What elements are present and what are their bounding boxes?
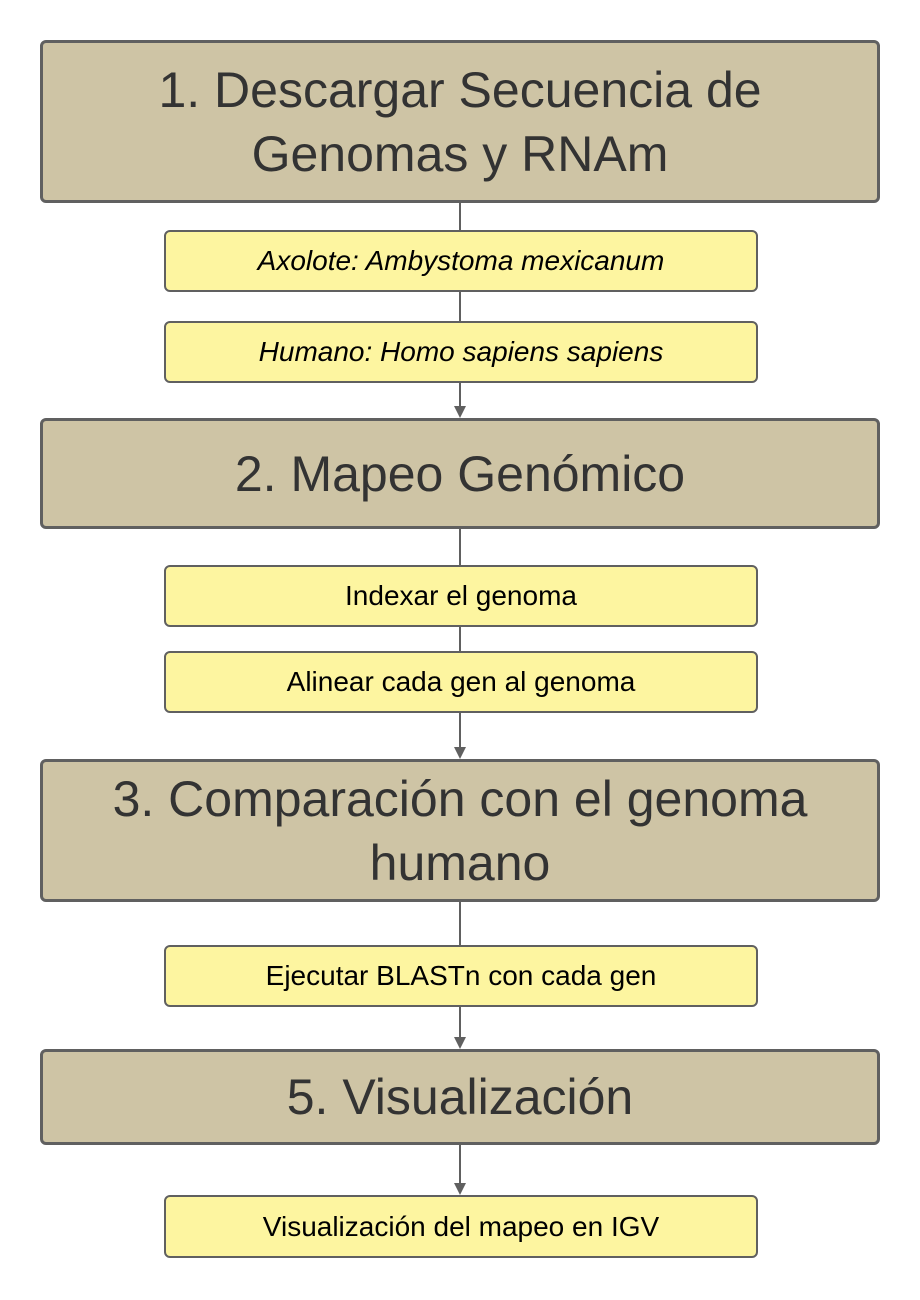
substep-axolote: Axolote: Ambystoma mexicanum — [164, 230, 758, 292]
substep-label: Axolote: Ambystoma mexicanum — [257, 245, 665, 276]
step-1-box: 1. Descargar Secuencia de Genomas y RNAm — [40, 40, 880, 203]
substep-igv: Visualización del mapeo en IGV — [164, 1195, 758, 1258]
substep-indexar: Indexar el genoma — [164, 565, 758, 627]
step-1-title: 1. Descargar Secuencia de Genomas y RNAm — [158, 61, 762, 182]
substep-humano: Humano: Homo sapiens sapiens — [164, 321, 758, 383]
step-3-title: 3. Comparación con el genoma humano — [112, 770, 808, 891]
step-2-box: 2. Mapeo Genómico — [40, 418, 880, 529]
step-2-title: 2. Mapeo Genómico — [234, 445, 686, 502]
step-5-title: 5. Visualización — [286, 1069, 634, 1125]
substep-label: Ejecutar BLASTn con cada gen — [265, 960, 657, 991]
substep-label: Alinear cada gen al genoma — [286, 666, 636, 697]
substep-label: Humano: Homo sapiens sapiens — [258, 336, 664, 367]
substep-blastn: Ejecutar BLASTn con cada gen — [164, 945, 758, 1007]
step-5-box: 5. Visualización — [40, 1049, 880, 1145]
step-3-box: 3. Comparación con el genoma humano — [40, 759, 880, 902]
substep-label: Visualización del mapeo en IGV — [262, 1210, 660, 1242]
substep-alinear: Alinear cada gen al genoma — [164, 651, 758, 713]
substep-label: Indexar el genoma — [345, 580, 577, 611]
